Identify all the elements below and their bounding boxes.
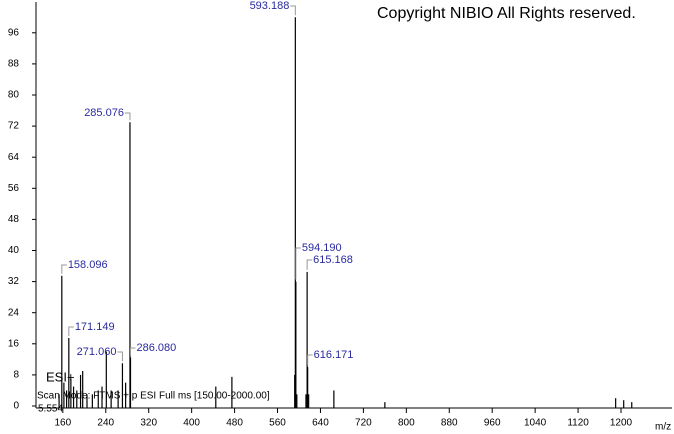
peak-label: 594.190 (302, 242, 342, 254)
x-tick-label: 960 (484, 418, 501, 429)
y-tick-label: 0 (13, 401, 19, 412)
label-leader (68, 326, 74, 336)
label-leader (295, 247, 301, 280)
x-tick-label: 1040 (524, 418, 547, 429)
x-tick-label: 320 (140, 418, 157, 429)
y-tick-label: 40 (8, 245, 20, 256)
ionization: ESI+ (46, 369, 75, 384)
label-leader (117, 351, 123, 362)
y-tick-label: 8 (13, 370, 19, 381)
x-tick-label: 880 (441, 418, 458, 429)
y-tick-label: 96 (8, 27, 20, 38)
y-tick-label: 48 (8, 214, 20, 225)
retention-time: 5.554 (38, 404, 63, 415)
y-tick-label: 16 (8, 338, 20, 349)
x-tick-label: 800 (398, 418, 415, 429)
label-leader (290, 5, 296, 16)
y-tick-label: 80 (8, 90, 20, 101)
peak-label: 271.060 (77, 346, 117, 358)
peak-label: 158.096 (68, 259, 108, 271)
y-tick-label: 64 (8, 152, 20, 163)
x-tick-label: 400 (183, 418, 200, 429)
x-axis-label: m/z (655, 422, 671, 433)
label-leader (124, 112, 131, 121)
y-tick-label: 88 (8, 59, 20, 70)
y-tick-label: 72 (8, 121, 20, 132)
x-tick-label: 640 (312, 418, 329, 429)
label-leader (61, 264, 67, 274)
copyright: Copyright NIBIO All Rights reserved. (377, 5, 636, 22)
peak-label: 615.168 (313, 254, 353, 266)
x-tick-label: 480 (226, 418, 243, 429)
x-tick-label: 560 (269, 418, 286, 429)
peak-label: 171.149 (75, 321, 115, 333)
x-tick-label: 240 (97, 418, 114, 429)
x-tick-label: 1200 (610, 418, 633, 429)
label-leader (306, 259, 313, 270)
y-tick-label: 56 (8, 183, 20, 194)
peak-label: 593.188 (250, 0, 290, 12)
peak-label: 286.080 (137, 342, 177, 354)
y-tick-label: 24 (8, 307, 20, 318)
x-tick-label: 1120 (567, 418, 589, 429)
y-tick-label: 32 (8, 276, 20, 287)
peak-label: 285.076 (84, 107, 124, 119)
scan-info: Scan Mode: FTMS + p ESI Full ms [150.00-… (37, 391, 270, 402)
label-leader (130, 347, 136, 356)
label-leader (307, 354, 313, 366)
x-tick-label: 720 (355, 418, 372, 429)
x-tick-label: 160 (54, 418, 71, 429)
peak-label: 616.171 (314, 349, 354, 361)
